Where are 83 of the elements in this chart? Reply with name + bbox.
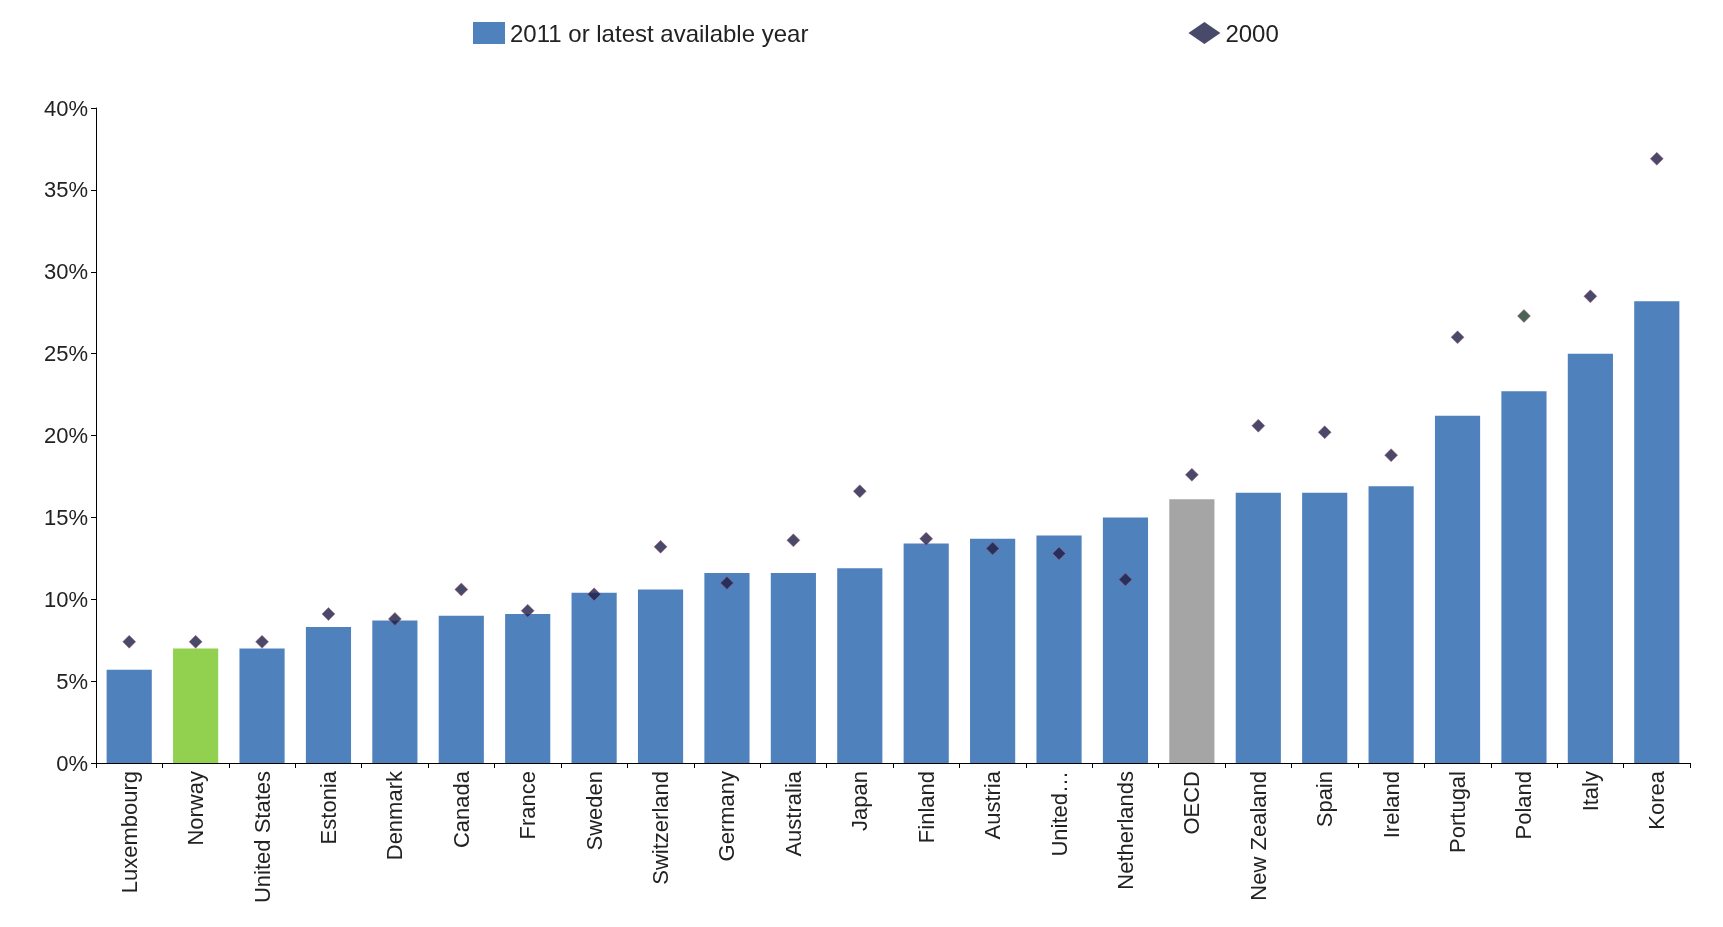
point — [1517, 309, 1531, 323]
bar — [1434, 415, 1481, 763]
y-tick-label: 15% — [43, 504, 88, 530]
point — [1649, 151, 1664, 166]
point — [1118, 572, 1133, 587]
bar — [770, 573, 816, 763]
x-tick-label: Austria — [980, 770, 1006, 840]
bar — [704, 573, 750, 763]
x-tick-label: New Zealand — [1245, 771, 1271, 901]
x-tick-label: Korea — [1644, 770, 1670, 830]
point — [786, 533, 801, 548]
bar — [1634, 301, 1680, 763]
bar — [970, 538, 1016, 763]
point — [1450, 330, 1465, 345]
x-tick-label: Poland — [1511, 771, 1537, 840]
bar — [305, 627, 352, 763]
bar — [106, 669, 152, 763]
x-tick-label: United States — [249, 771, 275, 904]
x-tick-label: Australia — [780, 770, 806, 857]
point — [1185, 468, 1199, 482]
bar — [505, 613, 551, 763]
bar — [1501, 391, 1547, 763]
point — [985, 541, 1000, 556]
x-tick-label: Spain — [1312, 771, 1338, 828]
point — [255, 635, 269, 649]
x-tick-label: Luxembourg — [116, 771, 142, 894]
bar — [571, 592, 617, 763]
y-tick-label: 35% — [43, 177, 88, 203]
bar — [1368, 486, 1414, 763]
x-tick-label: United… — [1046, 771, 1072, 857]
point — [919, 531, 934, 546]
x-tick-label: OECD — [1179, 771, 1205, 835]
x-tick-label: Finland — [913, 771, 939, 844]
x-tick-label: Canada — [448, 770, 474, 849]
bar — [1036, 535, 1082, 763]
point — [653, 540, 668, 554]
bar — [438, 615, 484, 763]
point — [1384, 448, 1398, 462]
y-tick-label: 0% — [56, 750, 88, 776]
x-tick-label: Italy — [1577, 771, 1603, 812]
x-tick-label: Sweden — [581, 771, 607, 851]
legend-label: 2000 — [1225, 19, 1279, 47]
point — [1583, 289, 1598, 304]
y-tick-label: 25% — [43, 341, 88, 367]
bar — [239, 648, 285, 763]
y-tick-label: 30% — [43, 259, 88, 285]
x-tick-label: Denmark — [382, 770, 408, 861]
bar — [637, 589, 684, 763]
x-tick-label: Japan — [847, 771, 873, 831]
point — [1251, 418, 1266, 433]
x-tick-label: France — [515, 771, 541, 840]
bar — [1235, 492, 1281, 763]
point — [720, 576, 734, 590]
point — [122, 635, 137, 649]
x-tick-label: Netherlands — [1112, 771, 1138, 890]
x-tick-label: Norway — [183, 771, 209, 846]
bar — [173, 648, 219, 763]
bar — [372, 620, 418, 763]
point — [388, 612, 402, 626]
bar — [903, 543, 949, 763]
point — [454, 582, 469, 597]
y-tick-label: 40% — [43, 95, 88, 121]
y-tick-label: 5% — [56, 668, 88, 694]
bar — [1567, 353, 1613, 763]
y-tick-label: 20% — [43, 423, 88, 448]
x-tick-label: Estonia — [315, 770, 341, 845]
point — [188, 635, 203, 649]
x-tick-label: Ireland — [1378, 771, 1404, 839]
y-tick-label: 10% — [43, 586, 88, 612]
point — [852, 484, 867, 498]
x-tick-label: Portugal — [1445, 771, 1471, 853]
bar — [1169, 499, 1215, 763]
x-tick-label: Switzerland — [648, 771, 674, 885]
point — [321, 607, 336, 621]
legend-label: 2011 or latest available year — [510, 19, 809, 47]
bar — [837, 568, 883, 763]
point — [1052, 546, 1066, 561]
point — [587, 587, 601, 602]
bar — [1302, 492, 1348, 763]
point — [1317, 425, 1332, 440]
point — [520, 603, 535, 618]
x-tick-label: Germany — [714, 771, 740, 862]
bar — [1102, 517, 1149, 763]
